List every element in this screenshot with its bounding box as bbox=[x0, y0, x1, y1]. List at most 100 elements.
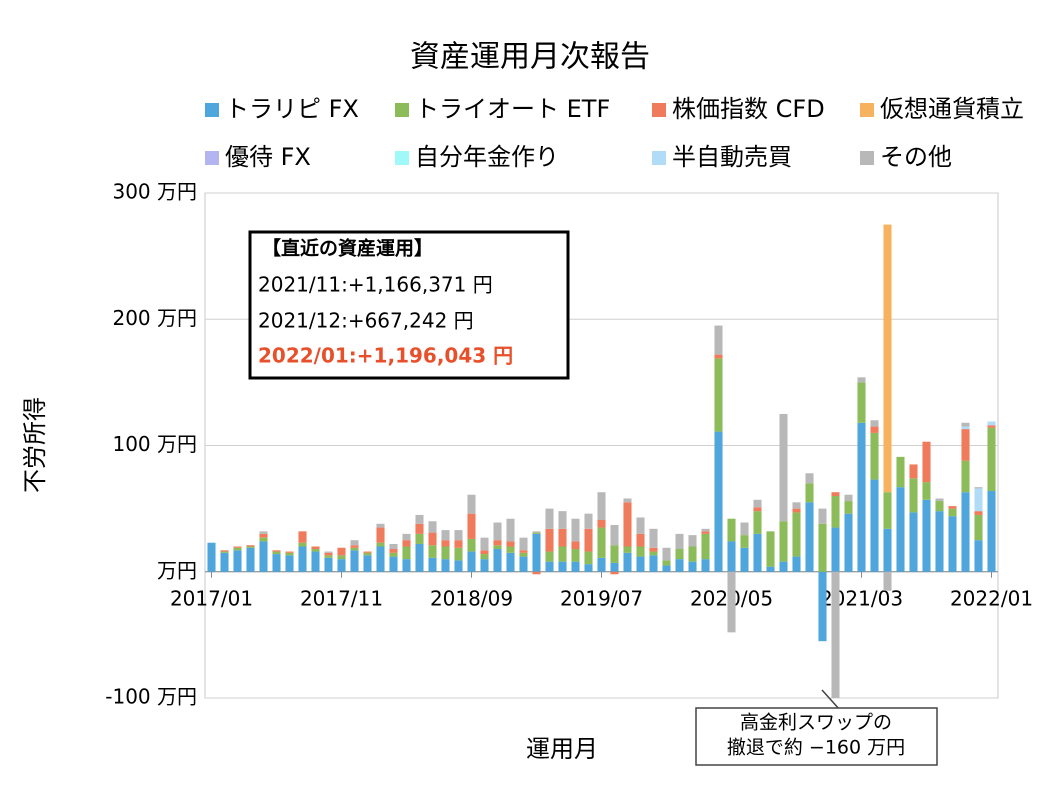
bar-segment bbox=[428, 557, 437, 572]
bar-segment bbox=[597, 527, 606, 558]
bar-segment bbox=[324, 557, 333, 572]
legend-label: 仮想通貨積立 bbox=[880, 95, 1024, 123]
bar-segment bbox=[792, 508, 801, 513]
bar-segment bbox=[766, 566, 775, 572]
bar-segment bbox=[324, 551, 333, 553]
bar-segment bbox=[675, 533, 684, 550]
bar-segment bbox=[662, 547, 671, 561]
bar-segment bbox=[493, 545, 502, 550]
bar-segment bbox=[337, 547, 346, 556]
bar-segment bbox=[519, 556, 528, 572]
bar-segment bbox=[571, 549, 580, 562]
bar-segment bbox=[428, 545, 437, 558]
bar-segment bbox=[831, 571, 840, 698]
bar-segment bbox=[402, 559, 411, 572]
bar-segment bbox=[558, 528, 567, 547]
bar-segment bbox=[844, 494, 853, 502]
bar-segment bbox=[753, 507, 762, 512]
chart-title: 資産運用月次報告 bbox=[410, 40, 650, 75]
bar-segment bbox=[233, 547, 242, 551]
bar-segment bbox=[649, 547, 658, 552]
bar-segment bbox=[454, 547, 463, 561]
bar-segment bbox=[376, 523, 385, 528]
bar-segment bbox=[896, 487, 905, 572]
bar-segment bbox=[961, 422, 970, 427]
bar-segment bbox=[883, 492, 892, 529]
bar-segment bbox=[519, 552, 528, 557]
bar-segment bbox=[636, 533, 645, 547]
bar-segment bbox=[857, 422, 866, 572]
bar-segment bbox=[727, 541, 736, 572]
bar-segment bbox=[792, 502, 801, 509]
bar-segment bbox=[389, 549, 398, 553]
legend-label: 自分年金作り bbox=[415, 143, 559, 171]
bar-segment bbox=[740, 547, 749, 572]
bar-segment bbox=[480, 559, 489, 572]
bar-segment bbox=[467, 551, 476, 572]
bar-segment bbox=[519, 550, 528, 553]
bar-segment bbox=[948, 508, 957, 517]
bars bbox=[207, 224, 996, 698]
bar-segment bbox=[259, 541, 268, 572]
bar-segment bbox=[948, 516, 957, 572]
bar-segment bbox=[441, 559, 450, 572]
bar-segment bbox=[389, 552, 398, 557]
bar-segment bbox=[727, 571, 736, 633]
bar-segment bbox=[246, 546, 255, 548]
bar-segment bbox=[987, 490, 996, 572]
bar-segment bbox=[285, 552, 294, 556]
bar-segment bbox=[805, 483, 814, 503]
bar-segment bbox=[896, 456, 905, 488]
bar-segment bbox=[844, 501, 853, 514]
bar-segment bbox=[818, 523, 827, 572]
x-tick-label: 2017/11 bbox=[300, 586, 383, 610]
bar-segment bbox=[259, 533, 268, 538]
bar-segment bbox=[246, 545, 255, 547]
bar-segment bbox=[298, 546, 307, 572]
bar-segment bbox=[649, 551, 658, 556]
callout-box bbox=[695, 707, 938, 766]
bar-segment bbox=[597, 519, 606, 528]
bar-segment bbox=[883, 528, 892, 572]
bar-segment bbox=[298, 542, 307, 547]
bar-segment bbox=[740, 535, 749, 548]
bar-segment bbox=[584, 528, 593, 552]
y-axis-label: 不労所得 bbox=[21, 397, 49, 493]
x-axis-label: 運用月 bbox=[526, 735, 598, 763]
bar-segment bbox=[623, 502, 632, 547]
bar-segment bbox=[870, 420, 879, 427]
bar-segment bbox=[636, 517, 645, 534]
bar-segment bbox=[558, 546, 567, 562]
bar-segment bbox=[961, 460, 970, 493]
bar-segment bbox=[584, 513, 593, 529]
bar-segment bbox=[610, 562, 619, 572]
bar-segment bbox=[636, 546, 645, 557]
legend-swatch bbox=[652, 151, 666, 165]
bar-segment bbox=[324, 555, 333, 558]
bar-segment bbox=[363, 552, 372, 556]
bar-segment bbox=[402, 540, 411, 547]
bar-segment bbox=[974, 511, 983, 515]
bar-segment bbox=[415, 523, 424, 534]
bar-segment bbox=[636, 556, 645, 572]
bar-segment bbox=[779, 413, 788, 522]
bar-segment bbox=[350, 545, 359, 548]
bar-segment bbox=[883, 571, 892, 591]
bar-segment bbox=[922, 482, 931, 500]
bar-segment bbox=[493, 549, 502, 572]
bar-segment bbox=[623, 552, 632, 572]
bar-segment bbox=[961, 492, 970, 572]
bar-segment bbox=[415, 514, 424, 524]
bar-segment bbox=[818, 508, 827, 524]
bar-segment bbox=[350, 550, 359, 572]
bar-segment bbox=[857, 382, 866, 423]
bar-segment bbox=[584, 551, 593, 565]
bar-segment bbox=[363, 555, 372, 572]
bar-segment bbox=[870, 479, 879, 572]
bar-segment bbox=[675, 559, 684, 572]
bar-segment bbox=[779, 521, 788, 562]
y-tick-label: 万円 bbox=[157, 558, 197, 582]
bar-segment bbox=[376, 546, 385, 572]
bar-segment bbox=[610, 545, 619, 563]
